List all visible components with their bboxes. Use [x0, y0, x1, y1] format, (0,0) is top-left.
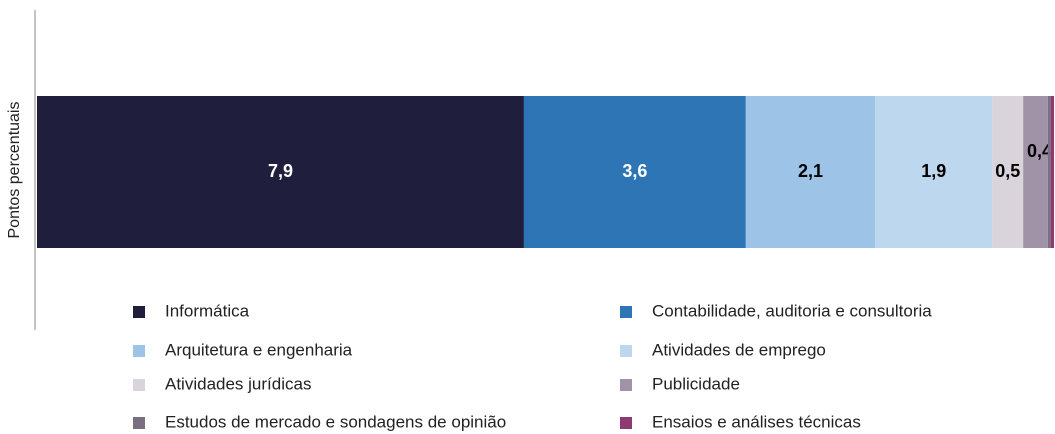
legend-label: Ensaios e análises técnicas [652, 412, 861, 431]
value-label: 2,1 [798, 161, 823, 181]
bar-segment [745, 96, 876, 248]
bar-segment [523, 96, 746, 248]
bar-segment [37, 96, 524, 248]
bar-segment [1023, 96, 1048, 248]
bar-segment [1047, 96, 1051, 248]
y-axis-label: Pontos percentuais [6, 102, 23, 239]
legend-swatch [133, 345, 145, 357]
legend-swatch [620, 345, 632, 357]
legend-swatch [620, 306, 632, 318]
legend-swatch [133, 306, 145, 318]
value-label: 0,4 [1027, 141, 1052, 161]
bar-segment [1050, 96, 1054, 248]
value-label: 0,5 [995, 161, 1020, 181]
legend-swatch [133, 379, 145, 391]
legend-label: Arquitetura e engenharia [165, 340, 353, 359]
value-label: 1,9 [921, 161, 946, 181]
legend-label: Atividades de emprego [652, 340, 826, 359]
legend-swatch [620, 417, 632, 429]
value-label: 7,9 [268, 161, 293, 181]
legend-swatch [620, 379, 632, 391]
bar-segment [875, 96, 993, 248]
legend-label: Contabilidade, auditoria e consultoria [652, 301, 932, 320]
legend-label: Publicidade [652, 374, 740, 393]
legend-label: Atividades jurídicas [165, 374, 311, 393]
legend-label: Informática [165, 301, 250, 320]
bar-segment [992, 96, 1024, 248]
legend-label: Estudos de mercado e sondagens de opiniã… [165, 412, 506, 431]
value-label: 3,6 [622, 161, 647, 181]
legend-swatch [133, 417, 145, 429]
